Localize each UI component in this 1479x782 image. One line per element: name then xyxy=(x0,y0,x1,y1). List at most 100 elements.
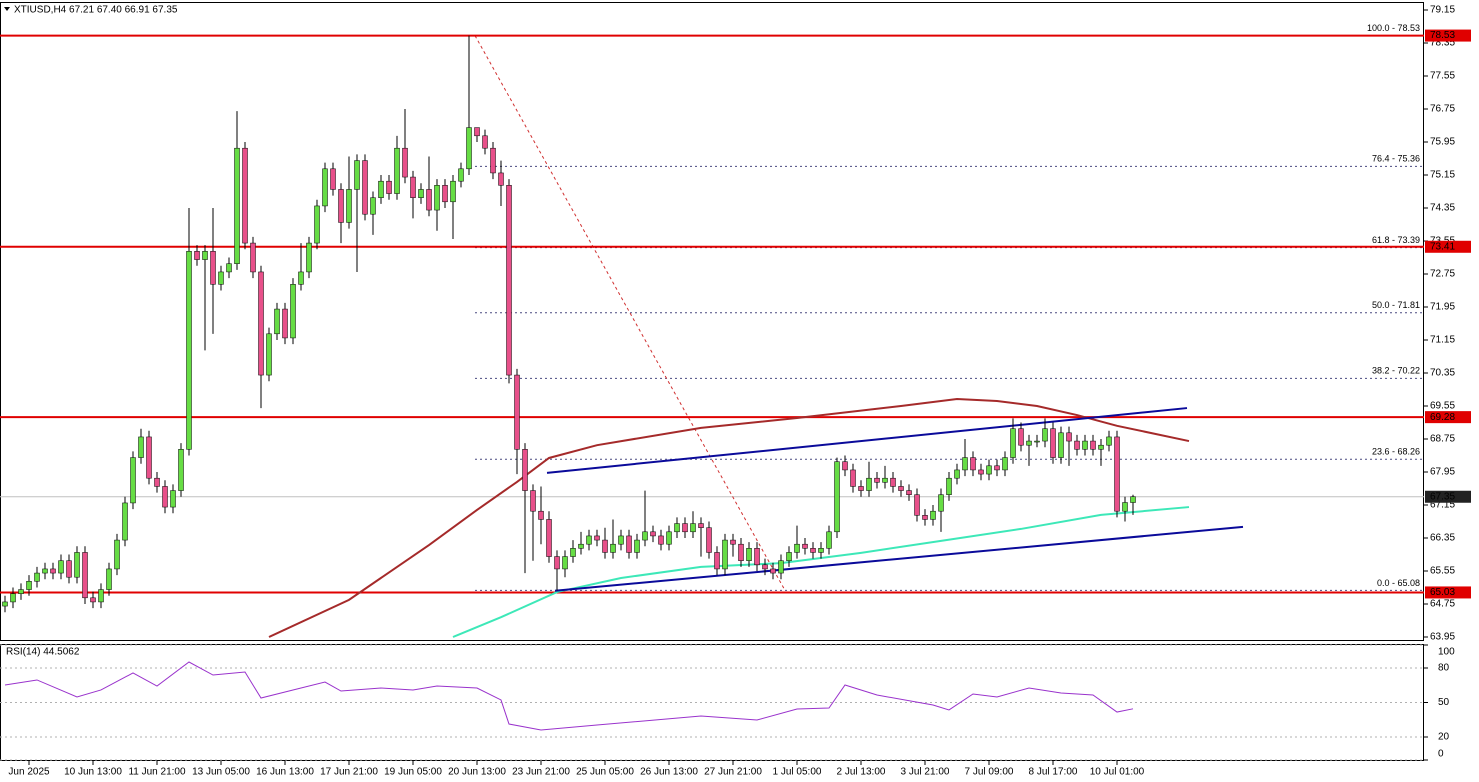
moving-average xyxy=(268,397,1190,638)
candle-body xyxy=(810,548,816,553)
candle-body xyxy=(882,477,888,483)
candle-body xyxy=(890,477,896,487)
candle-body xyxy=(10,593,16,603)
candle-body xyxy=(458,168,464,182)
candle-body xyxy=(50,568,56,574)
candle-body xyxy=(858,486,864,491)
candle-body xyxy=(714,552,720,570)
candle-body xyxy=(370,197,376,215)
y-tick-label: 68.75 xyxy=(1430,434,1455,445)
candle-body xyxy=(866,477,872,491)
candle-body xyxy=(658,535,664,545)
candle-body xyxy=(170,490,176,508)
level-tag-label: 65.03 xyxy=(1430,587,1455,598)
candle-body xyxy=(602,539,608,553)
candle-body xyxy=(210,251,216,285)
candle-body xyxy=(122,502,128,541)
candle-body xyxy=(970,457,976,471)
candle-body xyxy=(442,185,448,203)
candle-body xyxy=(26,581,32,590)
candle-body xyxy=(434,185,440,211)
candle-body xyxy=(1050,428,1056,458)
candle-body xyxy=(666,531,672,545)
rsi-tick-label: 20 xyxy=(1438,732,1450,743)
chart-title: XTIUSD,H4 67.21 67.40 66.91 67.35 xyxy=(14,5,178,16)
candle-body xyxy=(762,564,768,570)
candle-body xyxy=(266,333,272,376)
candle-body xyxy=(650,531,656,537)
axes: 79.1578.3577.5576.7575.9575.1574.3573.55… xyxy=(8,5,1471,778)
level-tag-label: 78.53 xyxy=(1430,30,1455,41)
candle-body xyxy=(826,531,832,549)
candle-body xyxy=(578,543,584,549)
candle-body xyxy=(1114,436,1120,512)
candle-body xyxy=(42,568,48,574)
candle-body xyxy=(818,548,824,553)
last-price-label: 67.35 xyxy=(1430,491,1455,502)
candle-body xyxy=(338,189,344,223)
candle-body xyxy=(618,535,624,545)
candle-body xyxy=(114,539,120,570)
candle-body xyxy=(738,543,744,561)
level-tag xyxy=(1425,586,1471,599)
candle-body xyxy=(218,271,224,285)
y-tick-label: 70.35 xyxy=(1430,368,1455,379)
candle-body xyxy=(626,535,632,553)
candle-body xyxy=(730,539,736,545)
candle-body xyxy=(530,490,536,512)
y-tick-label: 76.75 xyxy=(1430,104,1455,115)
candle-body xyxy=(426,189,432,211)
candle-body xyxy=(282,308,288,339)
y-tick-label: 66.35 xyxy=(1430,533,1455,544)
y-tick-label: 64.75 xyxy=(1430,599,1455,610)
candle-body xyxy=(138,436,144,458)
candle-body xyxy=(842,461,848,471)
candle-body xyxy=(466,127,472,170)
candle-body xyxy=(1018,428,1024,446)
candle-body xyxy=(58,560,64,574)
level-tag xyxy=(1425,29,1471,42)
candle-body xyxy=(994,465,1000,471)
x-tick-label: 19 Jun 05:00 xyxy=(384,767,442,778)
candle-body xyxy=(146,436,152,479)
x-tick-label: Jun 2025 xyxy=(8,767,50,778)
candle-body xyxy=(290,284,296,339)
fib-label: 0.0 - 65.08 xyxy=(1377,578,1420,588)
candle-body xyxy=(474,127,480,137)
candle-body xyxy=(986,465,992,475)
candle-body xyxy=(690,523,696,533)
x-tick-label: 16 Jun 13:00 xyxy=(256,767,314,778)
candle-body xyxy=(1002,457,1008,471)
candle-body xyxy=(850,469,856,487)
candle-body xyxy=(586,535,592,545)
x-tick-label: 7 Jul 09:00 xyxy=(965,767,1014,778)
candle-body xyxy=(34,572,40,582)
rsi-tick-label: 0 xyxy=(1438,749,1444,760)
x-tick-label: 10 Jun 13:00 xyxy=(64,767,122,778)
y-tick-label: 63.95 xyxy=(1430,632,1455,643)
candle-body xyxy=(82,552,88,599)
candle-body xyxy=(922,515,928,520)
rsi-tick-label: 100 xyxy=(1438,647,1455,658)
candle-body xyxy=(594,535,600,541)
rsi-panel xyxy=(0,644,1424,761)
candle-body xyxy=(898,486,904,491)
x-tick-label: 13 Jun 05:00 xyxy=(192,767,250,778)
title-arrow xyxy=(4,7,10,11)
candle-body xyxy=(522,449,528,491)
main-panel: 100.0 - 78.53 76.4 - 75.36 61.8 - 73.39 50.… xyxy=(0,23,1424,638)
candle-body xyxy=(1130,496,1136,503)
candle-body xyxy=(802,543,808,549)
candle-body xyxy=(610,543,616,553)
candle-body xyxy=(66,560,72,578)
candle-body xyxy=(98,589,104,603)
candle-body xyxy=(514,374,520,450)
candle-body xyxy=(298,271,304,285)
candle-body xyxy=(770,568,776,574)
candle-body xyxy=(538,510,544,520)
fib-label: 76.4 - 75.36 xyxy=(1372,154,1420,164)
candle-body xyxy=(1042,428,1048,442)
candle-body xyxy=(642,531,648,541)
candle-body xyxy=(1122,502,1128,512)
